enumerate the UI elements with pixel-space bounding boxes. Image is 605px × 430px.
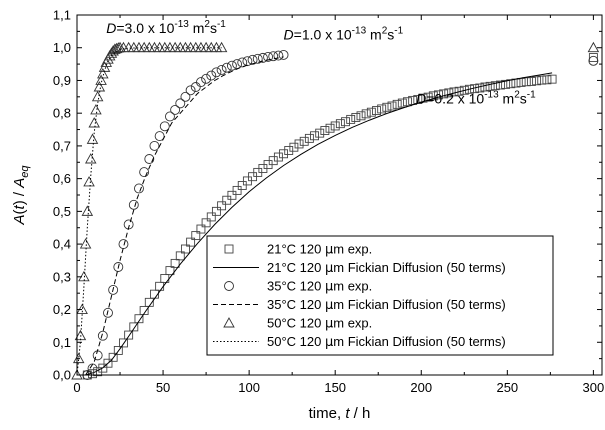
annotation-unit2-exp: -1 [394, 26, 403, 37]
legend-label: 21°C 120 μm Fickian Diffusion (50 terms) [267, 260, 506, 276]
y-tick-label: 0,4 [53, 237, 71, 252]
legend-label-mu: μ [325, 243, 333, 258]
annotation-var: D [284, 27, 294, 43]
annotation-var: D [106, 20, 116, 36]
legend-label-mu: μ [325, 280, 333, 295]
legend-label: 50°C 120 μm exp. [267, 316, 372, 332]
legend-label-b: m exp. [333, 279, 372, 294]
annotation-unit2-exp: -1 [527, 89, 536, 100]
x-axis-title-prefix: time, [309, 405, 346, 422]
y-tick-label: 1,1 [53, 8, 71, 23]
legend-label: 50°C 120 μm Fickian Diffusion (50 terms) [267, 334, 506, 350]
legend-label-a: 21°C 120 [267, 260, 325, 275]
y-tick-label: 0,0 [53, 368, 71, 383]
legend-label-a: 50°C 120 [267, 316, 325, 331]
x-tick-label: 300 [583, 380, 605, 395]
y-tick-label: 1,0 [53, 40, 71, 55]
legend-label: 21°C 120 μm exp. [267, 242, 372, 258]
annotation-exp: -13 [174, 19, 189, 30]
annotation-text: =1.0 x 10 [294, 27, 352, 43]
x-tick-label: 100 [238, 380, 260, 395]
annotation-exp: -13 [484, 89, 499, 100]
legend-label-mu: μ [325, 317, 333, 332]
y-axis-title-a: A [11, 214, 28, 225]
y-tick-label: 0,5 [53, 204, 71, 219]
annotation-unit: m [499, 90, 515, 106]
x-axis-title-suffix: / h [350, 405, 371, 422]
legend-label-b: m Fickian Diffusion (50 terms) [333, 297, 505, 312]
legend-label-a: 35°C 120 [267, 297, 325, 312]
legend-label-b: m exp. [333, 242, 372, 257]
annotation-var: D [416, 90, 426, 106]
legend-label-b: m Fickian Diffusion (50 terms) [333, 334, 505, 349]
y-tick-label: 0,7 [53, 138, 71, 153]
legend-label-a: 21°C 120 [267, 242, 325, 257]
annotation-unit2: s [387, 27, 394, 43]
legend-label-b: m Fickian Diffusion (50 terms) [333, 260, 505, 275]
y-tick-label: 0,2 [53, 302, 71, 317]
y-axis-title-paren-close: ) / [11, 188, 28, 206]
x-tick-label: 200 [410, 380, 432, 395]
legend-label-mu: μ [325, 335, 333, 350]
annotation-unit: m [189, 20, 205, 36]
y-tick-label: 0,9 [53, 73, 71, 88]
annotation-unit2: s [210, 20, 217, 36]
x-tick-label: 50 [156, 380, 170, 395]
legend: 21°C 120 μm exp.21°C 120 μm Fickian Diff… [207, 236, 553, 355]
legend-label-b: m exp. [333, 316, 372, 331]
y-tick-label: 0,6 [53, 171, 71, 186]
annotation-unit2-exp: -1 [217, 19, 226, 30]
x-tick-label: 150 [324, 380, 346, 395]
y-tick-label: 0,8 [53, 106, 71, 121]
legend-label-mu: μ [325, 261, 333, 276]
y-tick-label: 0,3 [53, 269, 71, 284]
annotation-exp: -13 [352, 26, 367, 37]
legend-label-a: 35°C 120 [267, 279, 325, 294]
x-tick-label: 0 [73, 380, 80, 395]
legend-label: 35°C 120 μm Fickian Diffusion (50 terms) [267, 297, 506, 313]
annotation-text: =0.2 x 10 [426, 90, 484, 106]
y-axis-title-a2: A [11, 178, 28, 189]
y-axis-title-eq: eq [19, 165, 31, 178]
legend-label-a: 50°C 120 [267, 334, 325, 349]
legend-label-mu: μ [325, 298, 333, 313]
y-tick-label: 0,1 [53, 335, 71, 350]
annotation-unit: m [366, 27, 382, 43]
annotation-text: =3.0 x 10 [116, 20, 174, 36]
x-axis-title: time, t / h [309, 405, 371, 422]
x-tick-label: 250 [496, 380, 518, 395]
legend-label: 35°C 120 μm exp. [267, 279, 372, 295]
annotation-unit2: s [520, 90, 527, 106]
